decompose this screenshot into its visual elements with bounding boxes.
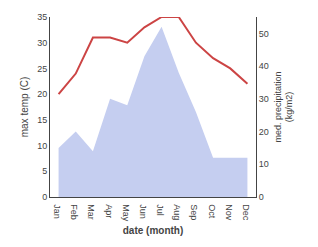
svg-text:max temp (C): max temp (C) <box>19 77 30 138</box>
svg-text:20: 20 <box>259 127 269 137</box>
svg-text:Jul: Jul <box>155 204 165 216</box>
svg-text:35: 35 <box>37 12 47 22</box>
svg-text:10: 10 <box>259 159 269 169</box>
svg-text:25: 25 <box>37 64 47 74</box>
svg-text:med. precipitation(kg/m2): med. precipitation(kg/m2) <box>273 71 295 142</box>
svg-text:10: 10 <box>37 141 47 151</box>
svg-text:Dec: Dec <box>241 204 251 221</box>
svg-text:15: 15 <box>37 115 47 125</box>
svg-text:30: 30 <box>259 94 269 104</box>
svg-text:date (month): date (month) <box>123 225 184 236</box>
svg-text:Nov: Nov <box>224 204 234 221</box>
svg-text:Sep: Sep <box>189 204 199 220</box>
svg-text:40: 40 <box>259 61 269 71</box>
svg-text:Jan: Jan <box>52 204 62 219</box>
svg-text:Apr: Apr <box>104 204 114 218</box>
svg-text:May: May <box>121 204 131 222</box>
svg-text:20: 20 <box>37 89 47 99</box>
svg-text:Feb: Feb <box>69 204 79 220</box>
svg-text:5: 5 <box>42 166 47 176</box>
svg-text:30: 30 <box>37 38 47 48</box>
svg-text:Oct: Oct <box>207 204 217 219</box>
svg-text:50: 50 <box>259 29 269 39</box>
svg-text:0: 0 <box>259 192 264 202</box>
svg-text:Jun: Jun <box>138 204 148 219</box>
svg-text:Mar: Mar <box>86 204 96 220</box>
svg-text:0: 0 <box>42 192 47 202</box>
svg-text:Aug: Aug <box>172 204 182 220</box>
